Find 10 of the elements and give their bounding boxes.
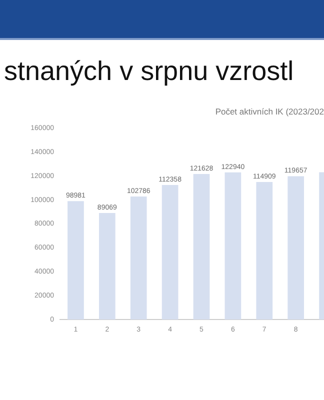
bar: [162, 185, 178, 320]
bar: [224, 172, 242, 320]
bar: [256, 182, 273, 320]
chart-title: Počet aktivních IK (2023/202: [215, 106, 324, 116]
bar: [130, 196, 147, 320]
bar: [98, 212, 116, 320]
bar: [193, 174, 210, 320]
chart-subtitle: stnaných v srpnu vzrostl: [4, 56, 294, 87]
bar: [288, 176, 304, 320]
bar: [68, 201, 84, 320]
